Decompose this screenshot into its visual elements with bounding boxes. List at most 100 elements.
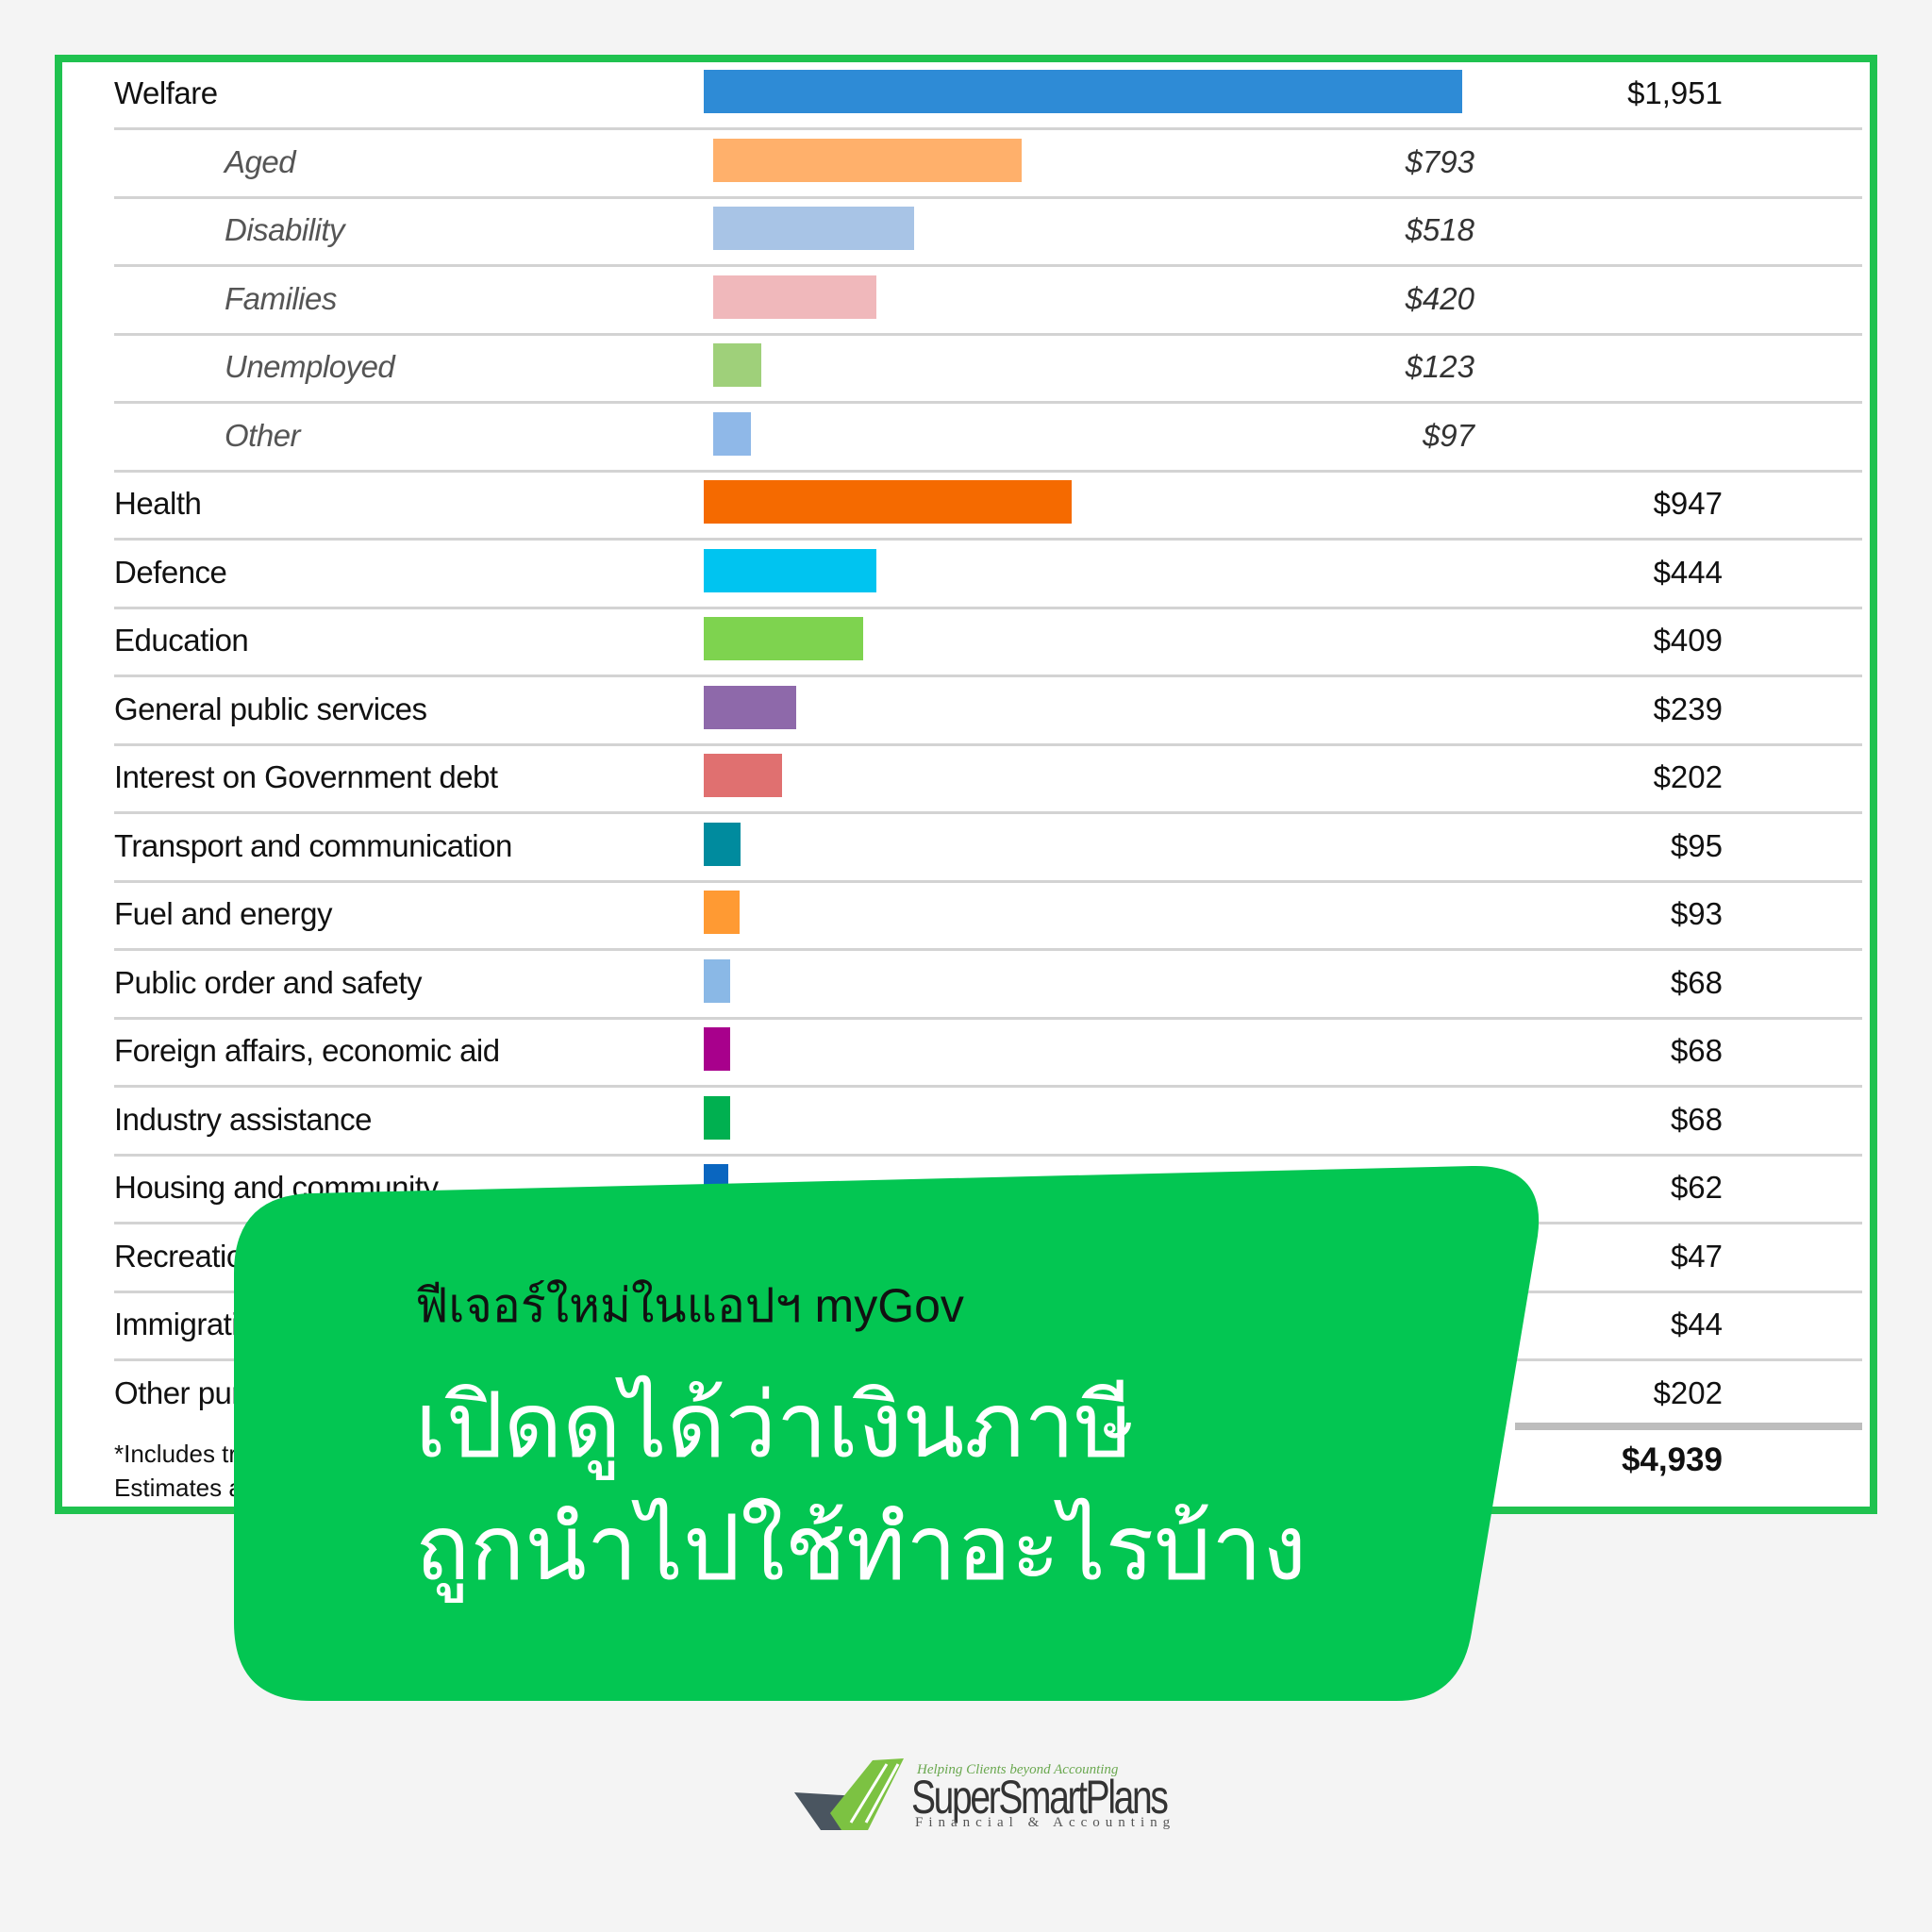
value-label: $1,951 xyxy=(1627,75,1723,110)
value-label: $44 xyxy=(1670,1307,1723,1341)
chart-row: Housing and community $62 xyxy=(62,1157,1870,1224)
chart-row: Aged $793 xyxy=(62,131,1870,199)
chart-row: Other $97 xyxy=(62,405,1870,473)
logo-mark-icon xyxy=(794,1758,904,1830)
value-label: $68 xyxy=(1670,1033,1723,1068)
bar xyxy=(704,1027,731,1071)
row-divider xyxy=(114,195,1862,199)
row-divider xyxy=(114,742,1862,746)
row-divider xyxy=(114,1153,1862,1157)
value-label: $202 xyxy=(1653,759,1723,794)
row-label: Families xyxy=(225,280,337,316)
row-label: Public order and safety xyxy=(114,964,423,1000)
chart-row: Health $947 xyxy=(62,473,1870,541)
value-label: $68 xyxy=(1670,964,1723,1000)
row-divider xyxy=(114,332,1862,336)
row-label: Welfare xyxy=(114,75,218,110)
value-label: $123 xyxy=(1405,349,1474,384)
bar xyxy=(704,617,863,660)
chart-row: Foreign affairs, economic aid $68 xyxy=(62,1020,1870,1088)
chart-row: Families $420 xyxy=(62,268,1870,336)
logo-tagline: Helping Clients beyond Accounting xyxy=(917,1762,1119,1777)
value-label: $97 xyxy=(1422,417,1474,453)
headline-subtitle: ฟีเจอร์ใหม่ในแอปฯ myGov xyxy=(415,1279,964,1332)
bar xyxy=(713,343,761,387)
chart-row: Fuel and energy $93 xyxy=(62,883,1870,951)
chart-row: Interest on Government debt $202 xyxy=(62,746,1870,814)
row-divider xyxy=(114,879,1862,883)
value-label: $444 xyxy=(1653,554,1723,590)
chart-row: Education $409 xyxy=(62,609,1870,677)
chart-row: Transport and communication $95 xyxy=(62,815,1870,883)
row-label: Foreign affairs, economic aid xyxy=(114,1033,500,1068)
row-label: Education xyxy=(114,623,249,658)
row-label: Other purp xyxy=(114,1374,258,1410)
row-divider xyxy=(114,948,1862,951)
bar xyxy=(704,548,876,592)
bar xyxy=(704,1164,728,1208)
chart-row: Recreation $47 xyxy=(62,1225,1870,1293)
chart-frame: Welfare $1,951 Aged $793 Disability $518 Famil… xyxy=(55,55,1877,1514)
logo-subname: Financial & Accounting xyxy=(915,1815,1176,1830)
footnote-1: *Includes tra xyxy=(114,1440,251,1468)
chart-row: Public order and safety $68 xyxy=(62,952,1870,1020)
row-divider xyxy=(114,538,1862,541)
row-label: Health xyxy=(114,486,202,521)
value-label: $518 xyxy=(1405,212,1474,247)
row-divider xyxy=(114,264,1862,267)
bar xyxy=(704,685,797,729)
bar xyxy=(704,822,741,866)
row-label: Immigratio xyxy=(114,1307,256,1341)
value-label: $93 xyxy=(1670,896,1723,931)
bar xyxy=(704,1095,731,1140)
value-label: $239 xyxy=(1653,691,1723,726)
chart-row: Industry assistance $68 xyxy=(62,1089,1870,1157)
row-label: General public services xyxy=(114,691,427,726)
row-label: Transport and communication xyxy=(114,827,512,863)
row-label: Unemployed xyxy=(225,349,395,384)
bar xyxy=(713,275,877,319)
row-divider xyxy=(114,1016,1862,1020)
total-value: $4,939 xyxy=(1621,1441,1723,1478)
chart-row: General public services $239 xyxy=(62,678,1870,746)
row-label: Recreation xyxy=(114,1238,260,1274)
value-label: $409 xyxy=(1653,623,1723,658)
row-divider xyxy=(114,1085,1862,1088)
row-label: Defence xyxy=(114,554,227,590)
bar xyxy=(704,891,741,934)
value-label: $202 xyxy=(1653,1374,1723,1410)
row-label: Fuel and energy xyxy=(114,896,333,931)
headline-line-2: ถูกนำไปใช้ทำอะไรบ้าง xyxy=(415,1498,1307,1599)
footnote-2: Estimates ar xyxy=(114,1474,251,1502)
chart-row: Defence $444 xyxy=(62,541,1870,609)
row-label: Disability xyxy=(225,212,345,247)
chart-row: Welfare $1,951 xyxy=(62,62,1870,130)
chart-row: Immigratio $44 xyxy=(62,1293,1870,1361)
row-label: Aged xyxy=(225,143,296,179)
bar xyxy=(713,207,915,250)
total-divider xyxy=(1515,1423,1862,1430)
bar xyxy=(713,138,1022,182)
row-divider xyxy=(114,401,1862,404)
bar xyxy=(704,480,1073,524)
headline-line-1: เปิดดูได้ว่าเงินภาษี xyxy=(415,1375,1135,1476)
row-divider xyxy=(114,606,1862,609)
value-label: $947 xyxy=(1653,486,1723,521)
row-label: Housing and community xyxy=(114,1170,439,1205)
row-divider xyxy=(114,811,1862,814)
chart-row: Disability $518 xyxy=(62,199,1870,267)
row-divider xyxy=(114,469,1862,473)
bar xyxy=(704,70,1462,113)
logo-name: SuperSmartPlans xyxy=(911,1771,1169,1824)
chart-row: Unemployed $123 xyxy=(62,336,1870,404)
row-divider xyxy=(114,675,1862,677)
row-label: Interest on Government debt xyxy=(114,759,498,794)
row-divider xyxy=(114,127,1862,130)
bar xyxy=(704,754,783,797)
value-label: $68 xyxy=(1670,1101,1723,1137)
value-label: $95 xyxy=(1670,827,1723,863)
bar xyxy=(704,958,731,1003)
value-label: $420 xyxy=(1405,280,1474,316)
value-label: $62 xyxy=(1670,1170,1723,1205)
value-label: $793 xyxy=(1405,143,1474,179)
